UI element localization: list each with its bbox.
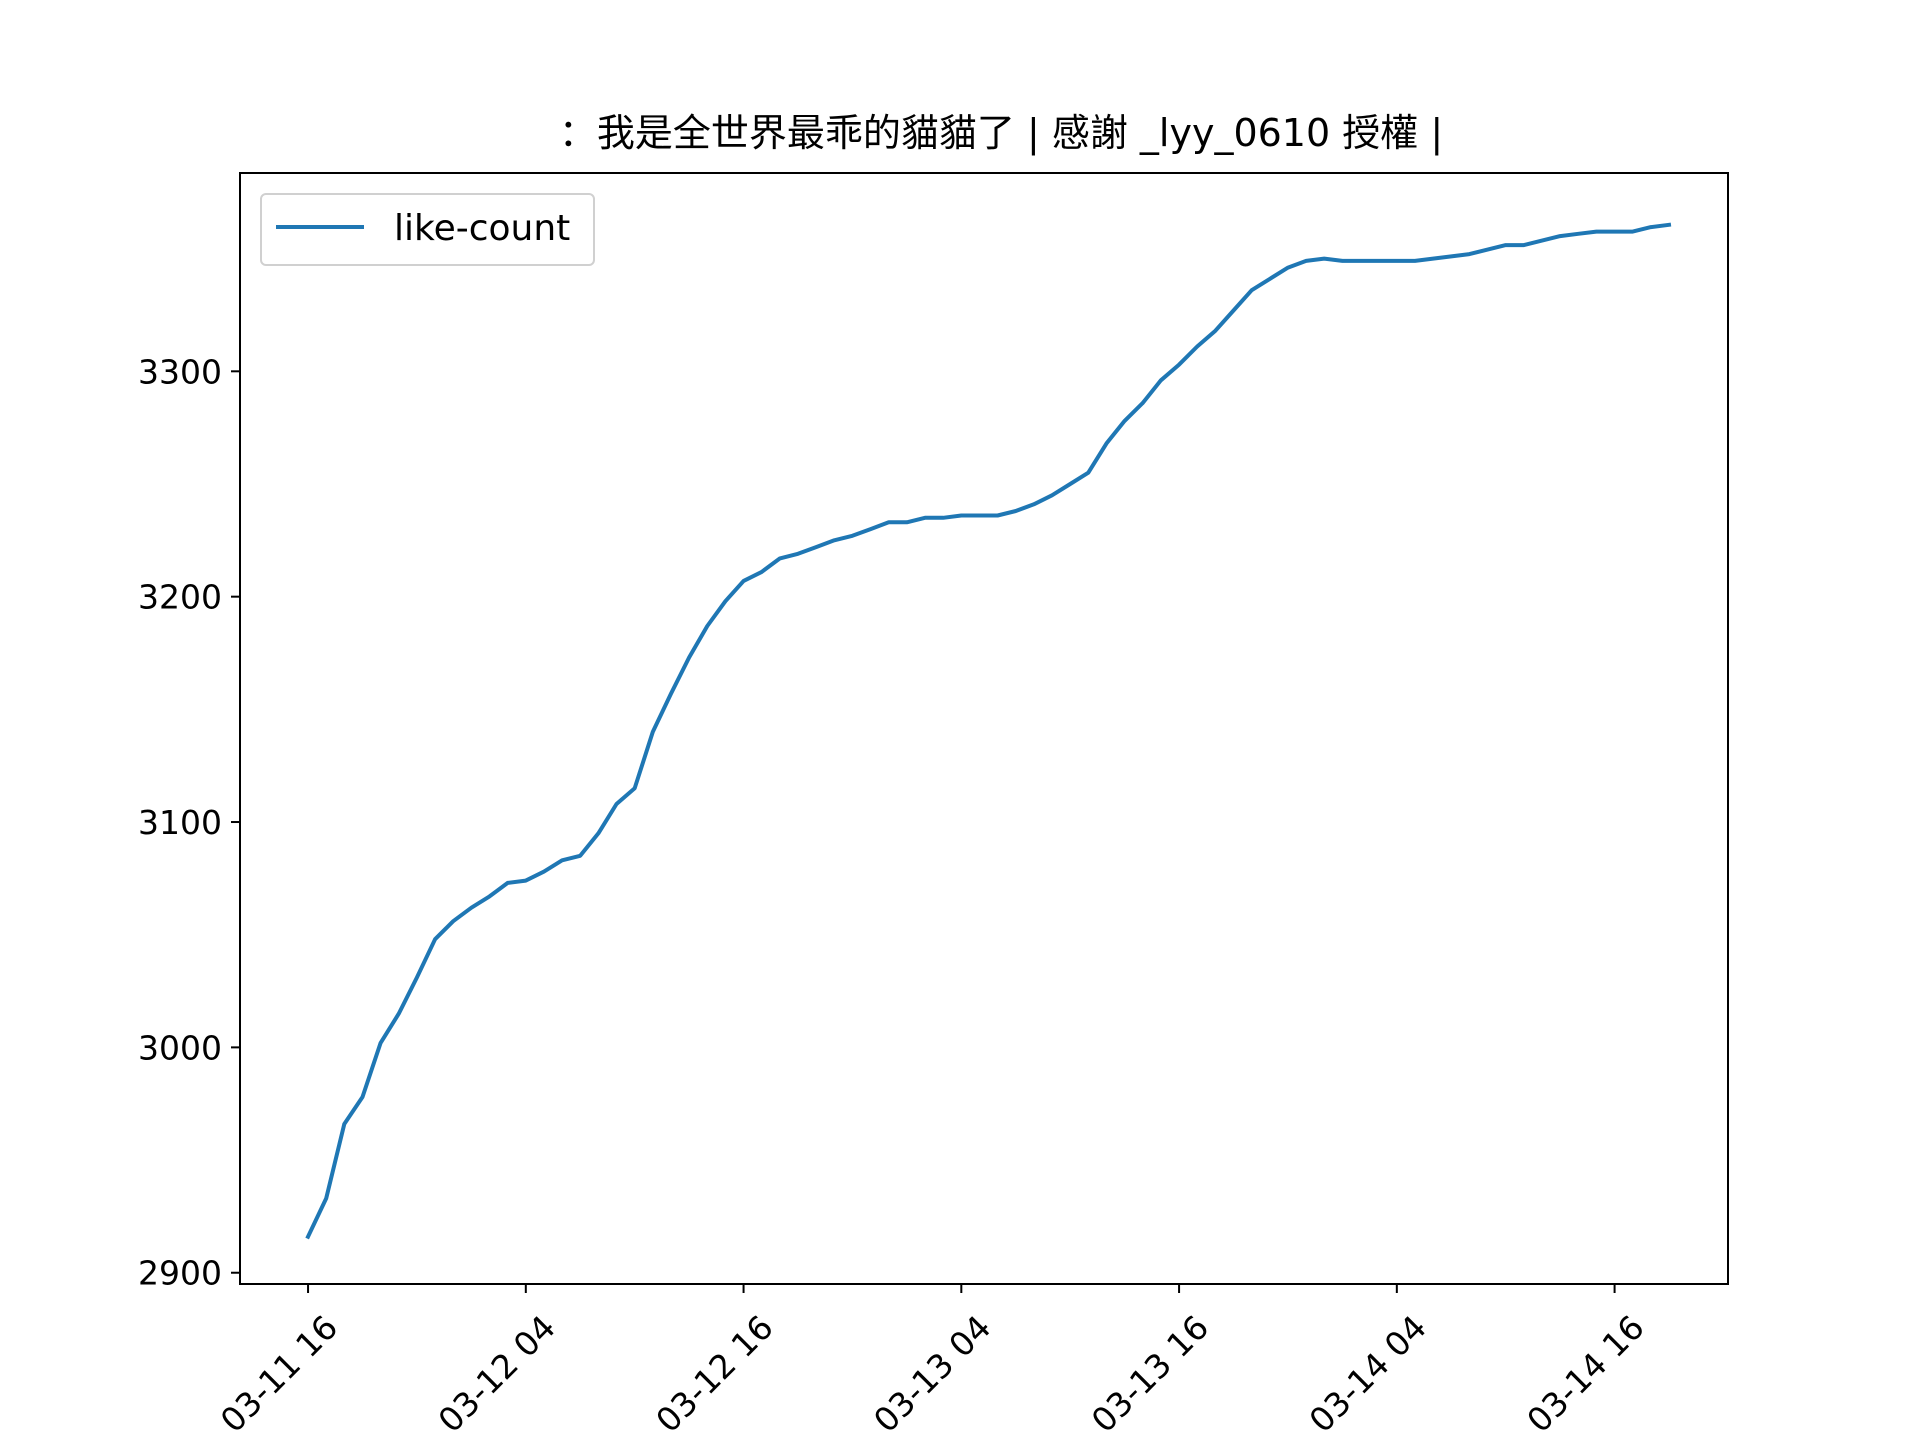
series-layer	[305, 222, 1672, 1240]
y-axis: 2900 3000 3100 3200 3300	[138, 352, 240, 1293]
legend-label-like-count: like-count	[394, 208, 570, 249]
y-tick-label: 3200	[138, 578, 222, 617]
y-tick-label: 3000	[138, 1028, 222, 1067]
y-tick-label: 3300	[138, 352, 222, 391]
y-tick-label: 3100	[138, 803, 222, 842]
plot-frame	[239, 172, 1729, 1285]
y-tick-label: 2900	[138, 1254, 222, 1293]
plot-area	[240, 173, 1728, 1284]
legend: like-count	[260, 193, 595, 266]
legend-box	[260, 193, 595, 266]
series-line-like-count	[305, 222, 1672, 1240]
chart-title: ：我是全世界最乖的貓貓了 | 感謝 _lyy_0610 授權 |	[559, 111, 1443, 156]
